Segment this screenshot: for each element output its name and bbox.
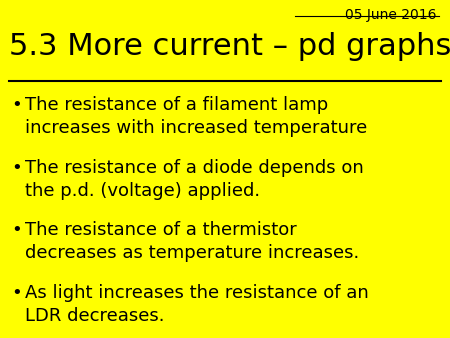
Text: •: • xyxy=(11,159,22,177)
Text: •: • xyxy=(11,284,22,302)
Text: The resistance of a diode depends on
the p.d. (voltage) applied.: The resistance of a diode depends on the… xyxy=(25,159,364,200)
Text: 5.3 More current – pd graphs: 5.3 More current – pd graphs xyxy=(9,32,450,61)
Text: 05 June 2016: 05 June 2016 xyxy=(345,8,436,22)
Text: The resistance of a thermistor
decreases as temperature increases.: The resistance of a thermistor decreases… xyxy=(25,221,359,262)
Text: As light increases the resistance of an
LDR decreases.: As light increases the resistance of an … xyxy=(25,284,369,325)
Text: •: • xyxy=(11,96,22,114)
Text: •: • xyxy=(11,221,22,239)
Text: The resistance of a filament lamp
increases with increased temperature: The resistance of a filament lamp increa… xyxy=(25,96,367,137)
